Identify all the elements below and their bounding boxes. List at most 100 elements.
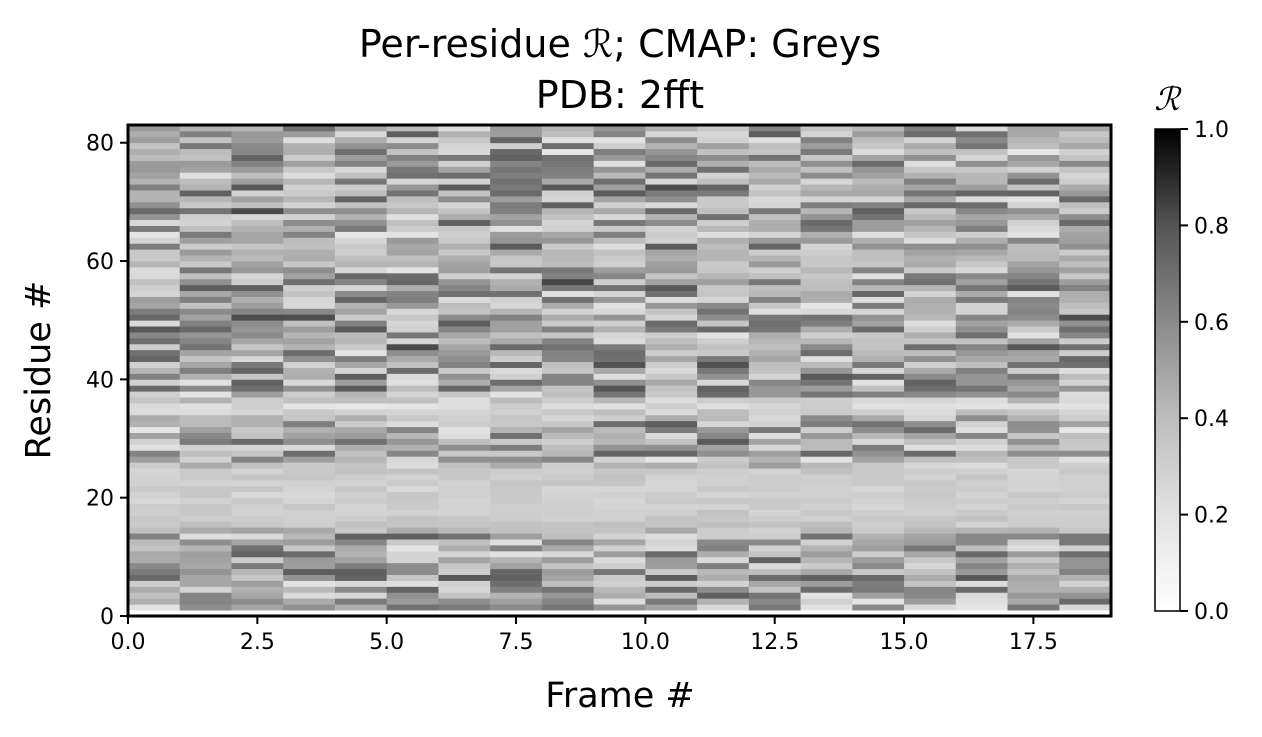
heatmap-cell	[541, 598, 595, 605]
heatmap-cell	[490, 296, 543, 303]
heatmap-cell	[645, 314, 698, 321]
heatmap-cell	[128, 266, 181, 274]
heatmap-cell	[955, 414, 1008, 422]
heatmap-cell	[128, 166, 181, 173]
heatmap-cell	[334, 166, 388, 173]
heatmap-cell	[645, 207, 698, 215]
heatmap-cell	[438, 184, 491, 191]
heatmap-cell	[904, 125, 957, 132]
heatmap-cell	[231, 574, 284, 581]
heatmap-cell	[334, 290, 388, 297]
heatmap-cell	[179, 136, 232, 144]
heatmap-cell	[852, 485, 905, 493]
heatmap-cell	[128, 497, 181, 505]
heatmap-cell	[386, 497, 439, 505]
heatmap-cell	[490, 195, 543, 203]
heatmap-cell	[128, 308, 181, 315]
heatmap-cell	[438, 408, 491, 416]
heatmap-cell	[128, 521, 181, 528]
heatmap-cell	[697, 515, 750, 522]
heatmap-cell	[800, 468, 853, 475]
heatmap-cell	[748, 213, 801, 221]
heatmap-cell	[955, 195, 1008, 203]
heatmap-cell	[645, 272, 698, 280]
heatmap-cell	[334, 539, 388, 546]
heatmap-cell	[593, 337, 646, 345]
heatmap-cell	[438, 468, 491, 475]
colorbar-label: ℛ	[1154, 80, 1182, 118]
heatmap-cell	[852, 290, 905, 297]
heatmap-cell	[697, 527, 750, 534]
heatmap-cell	[800, 272, 853, 280]
heatmap-cell	[386, 166, 439, 173]
heatmap-cell	[334, 213, 388, 221]
heatmap-cell	[697, 266, 750, 274]
heatmap-cell	[386, 586, 439, 593]
heatmap-cell	[748, 485, 801, 493]
heatmap-cell	[283, 172, 336, 179]
heatmap-cell	[231, 468, 284, 475]
heatmap-cell	[179, 385, 232, 392]
heatmap-cell	[334, 320, 388, 327]
heatmap-cell	[231, 284, 284, 292]
heatmap-cell	[955, 432, 1008, 439]
heatmap-cell	[386, 391, 439, 398]
heatmap-cell	[128, 148, 181, 155]
heatmap-cell	[852, 160, 905, 167]
heatmap-cell	[1059, 604, 1112, 611]
heatmap-cell	[231, 444, 284, 451]
heatmap-cell	[231, 604, 284, 611]
heatmap-cell	[490, 527, 543, 534]
heatmap-cell	[283, 385, 336, 392]
heatmap-cell	[334, 326, 388, 333]
heatmap-cell	[1059, 556, 1112, 564]
heatmap-cell	[593, 142, 646, 150]
heatmap-cell	[490, 178, 543, 185]
heatmap-cell	[1059, 320, 1112, 327]
heatmap-cell	[283, 527, 336, 534]
heatmap-cell	[128, 201, 181, 209]
heatmap-cell	[1059, 539, 1112, 546]
heatmap-cell	[955, 332, 1008, 339]
heatmap-cell	[955, 385, 1008, 392]
heatmap-cell	[334, 314, 388, 321]
heatmap-cell	[179, 580, 232, 587]
heatmap-cell	[593, 154, 646, 161]
heatmap-cell	[386, 154, 439, 161]
heatmap-cell	[645, 249, 698, 256]
heatmap-cell	[697, 432, 750, 439]
heatmap-cell	[179, 545, 232, 552]
heatmap-cell	[283, 290, 336, 297]
heatmap-cell	[438, 326, 491, 333]
heatmap-cell	[904, 598, 957, 605]
heatmap-cell	[904, 485, 957, 493]
heatmap-cell	[1007, 237, 1060, 244]
heatmap-cell	[1007, 444, 1060, 451]
heatmap-cell	[955, 272, 1008, 280]
heatmap-cell	[748, 515, 801, 522]
heatmap-cell	[593, 397, 646, 404]
heatmap-cell	[231, 598, 284, 605]
heatmap-cell	[800, 326, 853, 333]
heatmap-cell	[697, 178, 750, 185]
heatmap-cell	[800, 420, 853, 428]
heatmap-cell	[541, 296, 595, 303]
heatmap-cell	[1007, 533, 1060, 540]
heatmap-cell	[748, 178, 801, 185]
heatmap-cell	[645, 527, 698, 534]
heatmap-cell	[128, 219, 181, 226]
heatmap-cell	[1007, 130, 1060, 138]
heatmap-cell	[490, 343, 543, 351]
heatmap-cell	[748, 408, 801, 416]
heatmap-cell	[955, 290, 1008, 297]
heatmap-cell	[334, 414, 388, 422]
heatmap-cell	[593, 361, 646, 368]
heatmap-cell	[955, 361, 1008, 368]
heatmap-cell	[541, 320, 595, 327]
heatmap-cell	[231, 361, 284, 368]
heatmap-cell	[955, 426, 1008, 434]
heatmap-cell	[1007, 385, 1060, 392]
heatmap-cell	[697, 403, 750, 410]
heatmap-cell	[541, 444, 595, 451]
heatmap-cell	[904, 379, 957, 386]
